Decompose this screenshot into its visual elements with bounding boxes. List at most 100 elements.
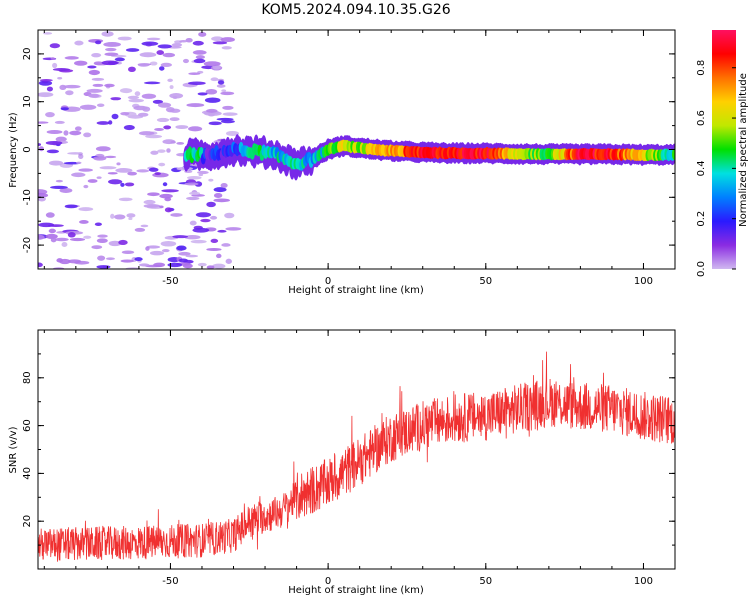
- snr-x-tick-label-1: 0: [325, 576, 331, 587]
- spectrogram-noise-cell: [198, 173, 204, 177]
- spectrogram-noise-cell: [138, 263, 150, 267]
- spectrogram-noise-cell: [134, 91, 141, 97]
- spectrogram-noise-cell: [46, 86, 53, 92]
- spectrogram-noise-cell: [48, 228, 56, 234]
- spectrogram-noise-cell: [104, 83, 115, 88]
- spectrogram-noise-cell: [67, 259, 82, 264]
- spectrogram-noise-cell: [64, 56, 79, 60]
- spectrogram-noise-cell: [121, 250, 135, 255]
- spectrogram-noise-cell: [175, 125, 189, 130]
- spectrogram-noise-cell: [69, 237, 86, 242]
- spectrogram-noise-cell: [147, 192, 160, 197]
- spectrogram-noise-cell: [145, 134, 163, 139]
- spectrogram-noise-cell: [210, 77, 219, 82]
- spectrogram-noise-cell: [184, 235, 201, 240]
- spectrogram-noise-cell: [95, 40, 102, 45]
- colorbar-tick-label-3: 0.6: [696, 110, 707, 126]
- spectrogram-noise-cell: [134, 257, 143, 262]
- spectrogram-noise-cell: [139, 52, 157, 58]
- spectrogram-noise-cell: [96, 176, 102, 179]
- spectrogram-noise-cell: [45, 233, 58, 240]
- spectrogram-noise-cell: [126, 213, 136, 218]
- spectrogram-noise-cell: [46, 129, 63, 134]
- snr-x-tick-label-0: -50: [162, 576, 178, 587]
- spectrogram-noise-cell: [197, 92, 208, 96]
- spectrogram-noise-cell: [189, 220, 197, 226]
- spectrogram-noise-cell: [115, 168, 133, 173]
- spectrogram-noise-cell: [182, 263, 193, 269]
- spectrogram-noise-cell: [166, 148, 171, 153]
- spectrogram-noise-cell: [46, 149, 59, 154]
- spectrogram-noise-cell: [146, 245, 161, 249]
- spectrogram-noise-cell: [164, 207, 173, 213]
- spectrogram-noise-cell: [184, 182, 199, 186]
- spectrogram-noise-cell: [38, 234, 45, 240]
- spectrogram-noise-cell: [192, 40, 204, 46]
- spectrogram-noise-cell: [87, 179, 98, 183]
- spectrogram-marks: [38, 31, 675, 269]
- snr-x-tick-label-3: 100: [634, 576, 653, 587]
- spectrogram-noise-cell: [69, 130, 82, 136]
- spectrogram-noise-cell: [141, 93, 157, 99]
- spectrogram-noise-cell: [116, 162, 121, 166]
- spectrogram-noise-cell: [87, 65, 97, 69]
- spectrogram-noise-cell: [146, 37, 161, 41]
- spectrogram-noise-cell: [75, 161, 82, 165]
- spectrogram-noise-cell: [170, 213, 183, 217]
- spectrogram-noise-cell: [213, 193, 223, 198]
- spectrogram-noise-cell: [207, 112, 215, 117]
- spectrogram-noise-cell: [97, 255, 106, 261]
- spectrogram-noise-cell: [55, 179, 63, 183]
- spectrogram-noise-cell: [221, 46, 232, 50]
- spectrogram-noise-cell: [137, 63, 150, 67]
- spectrogram-noise-cell: [170, 140, 176, 144]
- spectrogram-noise-cell: [79, 104, 97, 110]
- spectrogram-noise-cell: [208, 178, 214, 182]
- spectrogram-noise-cell: [119, 88, 133, 94]
- spectrogram-noise-cell: [156, 117, 170, 123]
- spectrogram-noise-cell: [186, 103, 205, 108]
- spectrogram-noise-cell: [83, 184, 89, 189]
- spectrogram-noise-cell: [56, 138, 62, 142]
- spectrogram-noise-cell: [49, 43, 61, 49]
- spectrogram-noise-cell: [167, 78, 173, 83]
- snr-x-tick-label-2: 50: [479, 576, 492, 587]
- spectrogram-noise-cell: [157, 44, 172, 49]
- snr-marks: [38, 351, 675, 562]
- spectrogram-noise-cell: [101, 31, 114, 37]
- spectrogram-noise-cell: [154, 172, 161, 176]
- spectrogram-noise-cell: [107, 172, 118, 175]
- spectrogram-noise-cell: [189, 191, 201, 195]
- spectrogram-noise-cell: [171, 43, 183, 47]
- spectrogram-x-tick-label-0: -50: [162, 276, 178, 287]
- spectrogram-noise-cell: [200, 218, 211, 223]
- spectrogram-noise-cell: [120, 259, 134, 263]
- spectrogram-noise-cell: [52, 68, 71, 71]
- spectrogram-noise-cell: [136, 169, 150, 173]
- spectrogram-noise-cell: [176, 141, 185, 145]
- snr-x-label: Height of straight line (km): [288, 585, 424, 596]
- spectrogram-noise-cell: [143, 81, 161, 85]
- spectrogram-noise-cell: [220, 182, 228, 188]
- spectrogram-noise-cell: [45, 212, 55, 218]
- spectrogram-noise-cell: [127, 95, 140, 100]
- spectrogram-noise-cell: [216, 253, 222, 259]
- spectrogram-noise-cell: [198, 31, 207, 37]
- spectrogram-noise-cell: [95, 146, 111, 152]
- spectrogram-noise-cell: [141, 41, 159, 46]
- spectrogram-noise-cell: [169, 85, 174, 90]
- colorbar-tick-label-2: 0.4: [696, 160, 707, 176]
- spectrogram-noise-cell: [188, 72, 201, 75]
- spectrogram-noise-cell: [61, 241, 68, 248]
- spectrogram-noise-cell: [190, 239, 207, 244]
- spectrogram-noise-cell: [57, 77, 63, 80]
- spectrogram-y-axis: -20 -10 0 10 20: [22, 29, 675, 270]
- spectrogram-noise-cell: [74, 60, 88, 66]
- spectrogram-noise-cell: [164, 197, 172, 202]
- spectrogram-noise-cell: [206, 108, 218, 113]
- colorbar-gradient: [712, 30, 736, 269]
- spectrogram-noise-cell: [142, 106, 151, 112]
- spectrogram-noise-cell: [83, 132, 92, 138]
- spectrogram-noise-cell: [50, 237, 57, 243]
- spectrogram-noise-cell: [187, 81, 206, 85]
